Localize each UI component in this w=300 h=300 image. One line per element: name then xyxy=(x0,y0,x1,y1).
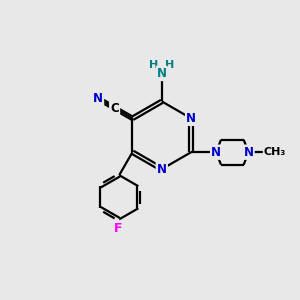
Text: F: F xyxy=(113,222,122,235)
Text: N: N xyxy=(93,92,103,105)
Text: N: N xyxy=(186,112,196,125)
Text: CH₃: CH₃ xyxy=(264,147,286,157)
Text: N: N xyxy=(244,146,254,159)
Text: N: N xyxy=(211,146,221,159)
Text: H: H xyxy=(149,61,158,70)
Text: H: H xyxy=(165,61,175,70)
Text: N: N xyxy=(157,163,167,176)
Text: N: N xyxy=(157,67,167,80)
Text: C: C xyxy=(110,101,119,115)
